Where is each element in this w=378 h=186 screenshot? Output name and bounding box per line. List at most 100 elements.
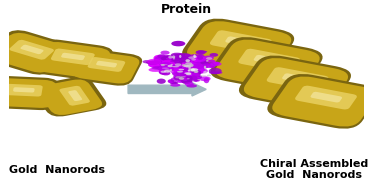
Ellipse shape: [192, 56, 197, 57]
Ellipse shape: [170, 69, 172, 71]
Ellipse shape: [161, 71, 170, 76]
Ellipse shape: [181, 66, 187, 71]
Ellipse shape: [186, 73, 191, 75]
Ellipse shape: [157, 54, 166, 58]
Ellipse shape: [165, 57, 173, 62]
Ellipse shape: [210, 62, 222, 66]
Ellipse shape: [167, 60, 176, 65]
FancyBboxPatch shape: [0, 30, 73, 75]
Ellipse shape: [203, 71, 207, 73]
Ellipse shape: [188, 60, 197, 67]
Ellipse shape: [180, 65, 193, 69]
Ellipse shape: [171, 57, 180, 62]
Ellipse shape: [175, 67, 188, 71]
Ellipse shape: [187, 69, 197, 75]
Ellipse shape: [161, 56, 177, 61]
FancyBboxPatch shape: [0, 76, 59, 110]
Ellipse shape: [191, 68, 203, 72]
Ellipse shape: [182, 62, 188, 67]
Ellipse shape: [174, 61, 186, 65]
Ellipse shape: [170, 68, 185, 74]
FancyBboxPatch shape: [282, 73, 314, 84]
Ellipse shape: [170, 61, 186, 67]
FancyBboxPatch shape: [238, 49, 300, 73]
Ellipse shape: [199, 58, 206, 64]
Ellipse shape: [199, 76, 211, 81]
Ellipse shape: [194, 70, 198, 73]
Ellipse shape: [164, 65, 174, 70]
Ellipse shape: [182, 74, 191, 80]
FancyBboxPatch shape: [59, 86, 90, 106]
Ellipse shape: [169, 58, 179, 64]
Ellipse shape: [196, 62, 206, 68]
Ellipse shape: [167, 65, 173, 67]
FancyBboxPatch shape: [0, 78, 57, 108]
Ellipse shape: [155, 56, 162, 60]
Ellipse shape: [183, 78, 187, 81]
Ellipse shape: [175, 63, 181, 66]
Ellipse shape: [174, 55, 184, 59]
Ellipse shape: [173, 65, 179, 69]
Ellipse shape: [153, 61, 164, 68]
Ellipse shape: [157, 78, 166, 84]
Ellipse shape: [188, 56, 195, 59]
Ellipse shape: [197, 54, 205, 61]
Ellipse shape: [204, 77, 209, 83]
FancyBboxPatch shape: [267, 67, 328, 91]
Ellipse shape: [172, 55, 175, 58]
Ellipse shape: [186, 58, 198, 65]
Ellipse shape: [178, 78, 189, 81]
Ellipse shape: [214, 62, 220, 65]
Ellipse shape: [161, 56, 175, 61]
Ellipse shape: [187, 74, 192, 77]
Ellipse shape: [188, 69, 190, 72]
Ellipse shape: [187, 78, 190, 79]
Ellipse shape: [158, 66, 174, 71]
Ellipse shape: [184, 68, 189, 70]
Ellipse shape: [184, 72, 191, 74]
Ellipse shape: [200, 75, 207, 77]
FancyBboxPatch shape: [68, 90, 82, 101]
Ellipse shape: [180, 57, 189, 61]
Ellipse shape: [166, 71, 174, 73]
Ellipse shape: [181, 62, 193, 65]
Ellipse shape: [175, 61, 190, 68]
FancyArrow shape: [128, 83, 206, 96]
Ellipse shape: [197, 61, 207, 67]
Ellipse shape: [179, 73, 190, 76]
Ellipse shape: [164, 60, 174, 65]
Ellipse shape: [191, 69, 198, 71]
Ellipse shape: [181, 70, 192, 74]
Ellipse shape: [187, 60, 200, 66]
Ellipse shape: [170, 60, 184, 62]
Ellipse shape: [179, 55, 181, 58]
Ellipse shape: [186, 59, 194, 65]
Ellipse shape: [194, 69, 200, 75]
Ellipse shape: [189, 77, 200, 81]
FancyBboxPatch shape: [13, 87, 35, 92]
Ellipse shape: [191, 70, 196, 73]
Ellipse shape: [205, 65, 215, 68]
Ellipse shape: [170, 64, 173, 65]
Ellipse shape: [163, 60, 169, 65]
Ellipse shape: [164, 56, 171, 61]
Ellipse shape: [174, 76, 184, 81]
Ellipse shape: [179, 71, 188, 77]
FancyBboxPatch shape: [37, 79, 102, 115]
Ellipse shape: [206, 57, 212, 60]
Ellipse shape: [173, 58, 186, 64]
Ellipse shape: [180, 58, 191, 63]
FancyBboxPatch shape: [267, 74, 378, 129]
Ellipse shape: [172, 58, 184, 64]
Ellipse shape: [186, 74, 195, 78]
Ellipse shape: [197, 55, 203, 60]
Ellipse shape: [190, 73, 200, 77]
Ellipse shape: [182, 66, 193, 70]
Ellipse shape: [203, 63, 213, 66]
FancyBboxPatch shape: [182, 19, 294, 73]
Ellipse shape: [184, 82, 194, 86]
Ellipse shape: [177, 53, 185, 59]
Ellipse shape: [154, 56, 166, 63]
Ellipse shape: [177, 71, 183, 73]
Ellipse shape: [157, 61, 172, 65]
